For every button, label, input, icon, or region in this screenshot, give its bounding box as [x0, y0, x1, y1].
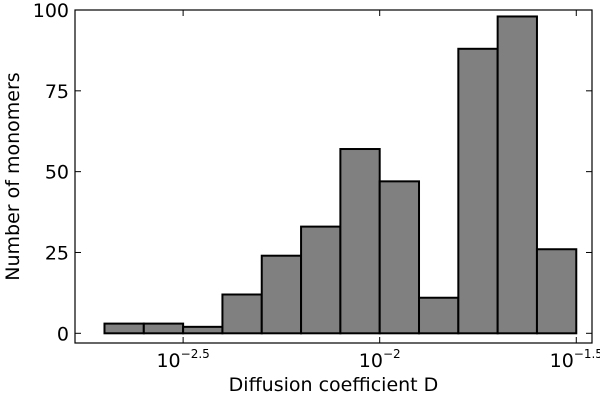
histogram-bar	[221, 293, 263, 335]
ticks-group: 0 25 50 75 100 10−2.5 10−2 10−1.5	[33, 0, 600, 372]
histogram-bar	[457, 47, 499, 335]
plot-frame	[74, 9, 593, 344]
x-axis-title: Diffusion coefficient D	[229, 374, 439, 396]
x-tick-label: 10−2	[359, 347, 401, 372]
histogram-bar	[182, 325, 224, 335]
histogram-bar	[260, 254, 303, 335]
y-tick-label: 75	[45, 81, 69, 103]
histogram-bar	[496, 15, 538, 335]
histogram-bar	[142, 322, 185, 335]
x-tick-label: 10−2.5	[156, 347, 209, 372]
y-tick-label: 25	[45, 242, 69, 264]
y-tick-label: 0	[57, 323, 69, 345]
histogram-bar	[418, 296, 460, 335]
bars-group	[103, 15, 578, 335]
histogram-bar	[300, 225, 342, 335]
y-tick-label: 100	[33, 0, 69, 22]
histogram-bar	[339, 148, 381, 335]
y-axis-title: Number of monomers	[2, 72, 24, 280]
histogram-bar	[103, 322, 145, 335]
x-tick-label: 10−1.5	[550, 347, 600, 372]
y-tick-label: 50	[45, 162, 69, 184]
histogram-bar	[378, 180, 421, 335]
histogram-bar	[535, 248, 578, 335]
